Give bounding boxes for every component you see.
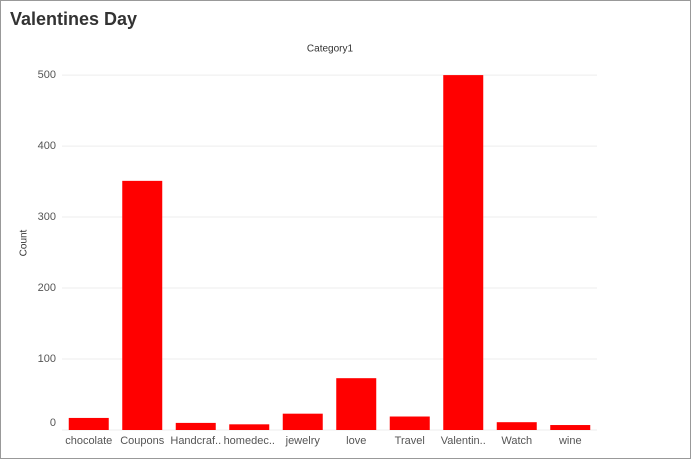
y-axis-label: Count (19, 229, 30, 256)
x-tick-label: Handcraf.. (170, 435, 221, 447)
bar (336, 378, 377, 430)
y-tick-label: 500 (38, 69, 56, 81)
y-tick-label: 200 (38, 282, 56, 294)
bar (175, 422, 216, 430)
y-tick-label: 0 (50, 417, 56, 429)
y-tick-label: 400 (38, 140, 56, 152)
y-tick-label: 300 (38, 211, 56, 223)
y-tick-label: 100 (38, 353, 56, 365)
bar (68, 417, 109, 430)
x-tick-label: chocolate (65, 435, 112, 447)
x-tick-label: homedec.. (224, 435, 275, 447)
x-tick-label: Valentin.. (441, 435, 486, 447)
x-tick-label: love (346, 435, 366, 447)
bar (550, 425, 591, 430)
x-tick-label: Coupons (120, 435, 165, 447)
x-tick-label: wine (558, 435, 582, 447)
chart-title: Valentines Day (10, 9, 137, 29)
bar (496, 422, 537, 430)
bar (443, 75, 484, 431)
bar (122, 180, 163, 430)
bar (389, 416, 430, 430)
x-tick-label: Watch (501, 435, 532, 447)
header: Category1 (307, 44, 354, 55)
bar (229, 424, 270, 430)
x-tick-label: Travel (395, 435, 425, 447)
bar (282, 413, 323, 430)
x-tick-label: jewelry (285, 435, 321, 447)
